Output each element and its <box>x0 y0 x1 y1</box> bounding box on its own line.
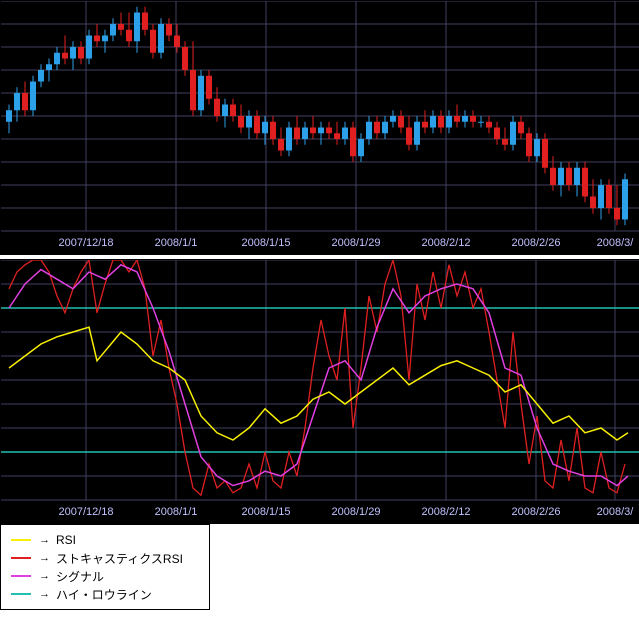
x-tick-label: 2008/1/29 <box>326 237 386 249</box>
oscillator-chart <box>1 260 639 525</box>
x-tick-label: 2008/3/ <box>585 237 639 249</box>
legend-item: → ハイ・ロウライン <box>11 585 199 603</box>
x-tick-label: 2008/1/1 <box>146 237 206 249</box>
x-tick-label: 2008/1/29 <box>326 506 386 518</box>
x-tick-label: 2008/1/15 <box>236 237 296 249</box>
x-tick-label: 2008/2/26 <box>506 506 566 518</box>
x-tick-label: 2008/1/15 <box>236 506 296 518</box>
x-tick-label: 2008/1/1 <box>146 506 206 518</box>
legend-arrow-icon: → <box>39 588 50 600</box>
x-tick-label: 2008/3/ <box>585 506 639 518</box>
candle-chart <box>1 1 639 256</box>
x-tick-label: 2008/2/12 <box>416 237 476 249</box>
legend-label: ハイ・ロウライン <box>56 586 152 603</box>
oscillator-panel: 2007/12/18 2008/1/1 2008/1/15 2008/1/29 2008… <box>0 259 639 524</box>
legend-label: RSI <box>56 533 76 547</box>
legend-label: シグナル <box>56 568 104 585</box>
legend-swatch <box>11 557 31 559</box>
candle-panel: 2007/12/18 2008/1/1 2008/1/15 2008/1/29 2008… <box>0 0 639 255</box>
legend-label: ストキャスティクスRSI <box>56 550 183 567</box>
legend-swatch <box>11 593 31 595</box>
x-tick-label: 2008/2/26 <box>506 237 566 249</box>
legend-swatch <box>11 539 31 541</box>
x-tick-label: 2007/12/18 <box>56 506 116 518</box>
x-tick-label: 2007/12/18 <box>56 237 116 249</box>
legend-swatch <box>11 575 31 577</box>
legend-arrow-icon: → <box>39 570 50 582</box>
legend-item: → シグナル <box>11 567 199 585</box>
legend-arrow-icon: → <box>39 552 50 564</box>
legend-item: → RSI <box>11 531 199 549</box>
x-tick-label: 2008/2/12 <box>416 506 476 518</box>
legend: → RSI → ストキャスティクスRSI → シグナル → ハイ・ロウライン <box>0 524 210 610</box>
legend-arrow-icon: → <box>39 534 50 546</box>
legend-item: → ストキャスティクスRSI <box>11 549 199 567</box>
